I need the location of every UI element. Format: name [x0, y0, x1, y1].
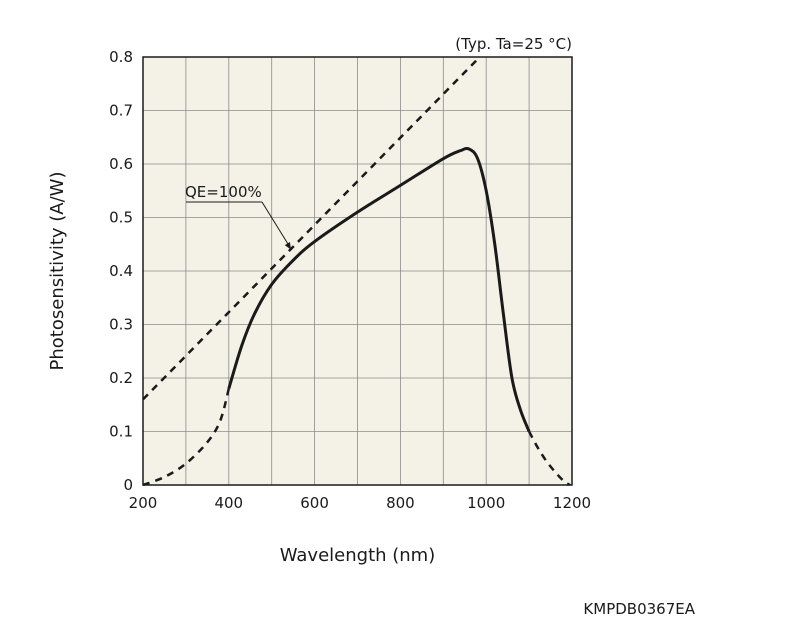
y-tick-label-0.1: 0.1 — [109, 423, 133, 441]
x-axis-label: Wavelength (nm) — [280, 545, 436, 566]
plot-border — [142, 56, 573, 486]
y-tick-label-0.2: 0.2 — [109, 369, 133, 387]
qe-annotation-arrow — [284, 242, 292, 250]
series-line-3-dashed — [527, 430, 571, 487]
x-tick-label-400: 400 — [214, 494, 243, 512]
figure-code: KMPDB0367EA — [583, 600, 695, 618]
series-line-2-solid — [227, 146, 531, 433]
y-tick-label-0.5: 0.5 — [109, 209, 133, 227]
y-tick-label-0.8: 0.8 — [109, 48, 133, 66]
x-tick-label-1200: 1200 — [553, 494, 591, 512]
series-line-1-dashed — [142, 388, 231, 487]
y-axis-label: Photosensitivity (A/W) — [47, 172, 68, 371]
y-tick-label-0.6: 0.6 — [109, 155, 133, 173]
qe-annotation: QE=100% — [185, 183, 292, 250]
x-axis-ticks: 200 400 600 800 1000 1200 — [129, 494, 591, 512]
y-tick-label-0.4: 0.4 — [109, 262, 133, 280]
y-axis-ticks: 0 0.1 0.2 0.3 0.4 0.5 0.6 0.7 0.8 — [109, 48, 133, 494]
x-tick-label-800: 800 — [386, 494, 415, 512]
qe-annotation-leader-diag — [261, 201, 290, 246]
condition-note: (Typ. Ta=25 °C) — [455, 35, 572, 53]
y-tick-label-0: 0 — [123, 476, 133, 494]
series-line-0-dashed — [142, 56, 481, 401]
y-tick-label-0.7: 0.7 — [109, 102, 133, 120]
x-tick-label-1000: 1000 — [467, 494, 505, 512]
qe-annotation-label: QE=100% — [185, 183, 262, 201]
x-tick-label-600: 600 — [300, 494, 329, 512]
grid — [143, 57, 572, 485]
x-tick-label-200: 200 — [129, 494, 158, 512]
y-tick-label-0.3: 0.3 — [109, 316, 133, 334]
series-layer — [142, 56, 571, 487]
